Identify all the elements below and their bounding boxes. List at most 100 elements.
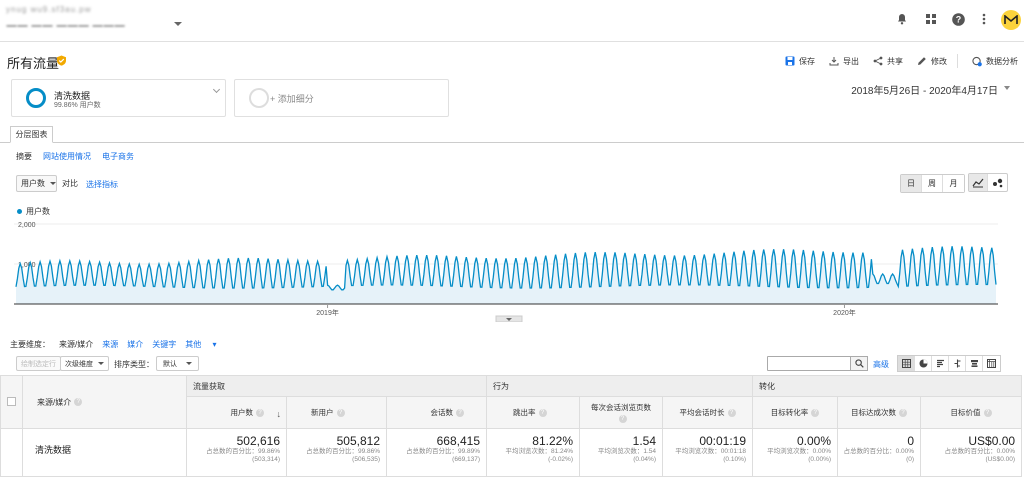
col-goal-conversion-rate[interactable]: 目标转化率? <box>752 396 839 429</box>
group-behavior: 行为 <box>485 375 754 397</box>
subtab-summary[interactable]: 摘要 <box>16 152 32 161</box>
group-conversion: 转化 <box>752 375 1023 397</box>
table-group-header-row: 来源/媒介? 流量获取 行为 转化 <box>0 375 1023 429</box>
pivot-view-icon[interactable] <box>983 356 1000 371</box>
dimension-medium[interactable]: 媒介 <box>127 340 144 349</box>
metric-selector[interactable]: 用户数 <box>16 175 57 192</box>
granularity-month-button[interactable]: 月 <box>943 175 964 192</box>
dimension-column-header[interactable]: 来源/媒介? <box>22 375 187 429</box>
edit-label: 修改 <box>931 56 947 66</box>
help-icon[interactable]: ? <box>951 12 965 26</box>
col-avg-session-duration[interactable]: 平均会话时长? <box>661 396 754 429</box>
users-chart-svg: 2,000 1,000 2019年 2020年 <box>14 222 998 323</box>
dimension-source[interactable]: 来源 <box>102 340 119 349</box>
col-bounce-rate[interactable]: 跳出率? <box>486 396 580 429</box>
total-row-label: 清洗数据 <box>22 428 187 477</box>
advanced-filter-link[interactable]: 高级 <box>873 360 889 369</box>
segment-dropdown-chevron-icon[interactable] <box>212 85 221 94</box>
apps-grid-icon[interactable] <box>924 12 938 26</box>
table-view-icon[interactable] <box>898 356 915 371</box>
share-icon <box>873 56 883 66</box>
segment-card-primary[interactable]: 清洗数据 99.86% 用户数 <box>11 79 226 117</box>
report-actions: 保存 导出 共享 修改 数据分析 <box>771 54 1018 68</box>
help-icon: ? <box>336 409 345 418</box>
sort-type-label: 排序类型： <box>114 360 154 369</box>
help-icon: ? <box>983 409 992 418</box>
select-metric-link[interactable]: 选择指标 <box>86 180 118 189</box>
total-goal-completions-pct: 占总数的百分比：0.00% <box>843 448 915 455</box>
sort-type-value: 默认 <box>163 360 177 368</box>
users-chart[interactable]: 2,000 1,000 2019年 2020年 <box>14 218 998 323</box>
x-tick-label: 2019年 <box>316 308 339 317</box>
total-row-spacer <box>0 428 23 477</box>
compare-label: 对比 <box>62 179 78 188</box>
total-pages-per-session-avg: 平均浏览次数：1.54 <box>597 448 656 455</box>
date-range-picker[interactable]: 2018年5月26日 - 2020年4月17日 <box>851 86 998 97</box>
subtab-ecommerce[interactable]: 电子商务 <box>102 152 134 161</box>
col-users[interactable]: 用户数? ↓ <box>186 396 287 429</box>
col-new-users[interactable]: 新用户? <box>286 396 387 429</box>
total-sessions-value: 668,415 <box>436 434 480 448</box>
total-sessions-pct: 占总数的百分比：99.89% <box>405 448 480 455</box>
granularity-day-button[interactable]: 日 <box>901 175 922 192</box>
granularity-week-button[interactable]: 周 <box>922 175 943 192</box>
table-search-input[interactable] <box>767 356 851 371</box>
select-all-checkbox[interactable] <box>7 396 16 406</box>
edit-button[interactable]: 修改 <box>917 56 947 67</box>
share-button[interactable]: 共享 <box>873 56 903 67</box>
bell-icon[interactable] <box>895 12 909 26</box>
table-view-toggle <box>897 355 1001 372</box>
total-users: 502,616 占总数的百分比：99.86% (503,314) <box>186 428 287 477</box>
total-users-value: 502,616 <box>236 434 280 448</box>
segment-percentage: 99.86% 用户数 <box>54 102 101 109</box>
total-goal-value-pct: 占总数的百分比：0.00% <box>944 448 1016 455</box>
total-avg-session-duration-avg: 平均浏览次数：00:01:18 <box>675 448 747 455</box>
secondary-dimension-dropdown[interactable]: 次级维度 <box>60 356 109 371</box>
comparison-view-icon[interactable] <box>949 356 966 371</box>
search-button[interactable] <box>850 356 868 371</box>
total-users-base: (503,314) <box>252 456 280 463</box>
avatar[interactable] <box>1001 10 1021 30</box>
insights-label: 数据分析 <box>986 56 1018 66</box>
col-sessions[interactable]: 会话数? <box>386 396 487 429</box>
tab-explorer[interactable]: 分层图表 <box>10 126 53 143</box>
add-segment-card[interactable]: + 添加细分 <box>234 79 449 117</box>
total-goal-completions-base: (0) <box>906 456 915 463</box>
export-button[interactable]: 导出 <box>829 56 859 67</box>
group-acquisition: 流量获取 <box>186 375 487 397</box>
account-path[interactable]: ynug wu9.sf3au.pw <box>6 5 92 14</box>
term-cloud-view-icon[interactable] <box>966 356 983 371</box>
col-goal-value[interactable]: 目标价值? <box>920 396 1023 429</box>
search-icon <box>854 359 864 368</box>
performance-view-icon[interactable] <box>932 356 949 371</box>
empty-segment-ring-icon <box>249 88 269 108</box>
view-selector-caret-icon[interactable] <box>174 22 182 26</box>
x-tick-label: 2020年 <box>833 308 856 317</box>
view-selector[interactable]: 一一 一一 一一一 一一一 <box>6 21 126 33</box>
subtab-site-usage[interactable]: 网站使用情况 <box>43 152 91 161</box>
col-new-users-label: 新用户 <box>311 408 334 417</box>
dimension-other[interactable]: 其他 ▾ <box>185 340 217 349</box>
more-vert-icon[interactable] <box>977 12 991 26</box>
secondary-dimension-caret-icon <box>98 362 104 365</box>
dimension-source-medium[interactable]: 来源/媒介 <box>59 340 94 349</box>
insights-icon <box>972 56 982 67</box>
total-new-users-pct: 占总数的百分比：99.86% <box>305 448 380 455</box>
chart-type-toggle <box>968 173 1008 192</box>
sort-type-dropdown[interactable]: 默认 <box>156 356 199 371</box>
total-goal-completions-value: 0 <box>907 434 915 448</box>
verified-shield-icon <box>56 55 67 66</box>
total-goal-conversion-rate: 0.00% 平均浏览次数：0.00% (0.00%) <box>752 428 839 477</box>
y-tick-label: 1,000 <box>18 262 36 269</box>
insights-button[interactable]: 数据分析 <box>972 56 1018 67</box>
pie-view-icon[interactable] <box>915 356 932 371</box>
dimension-keyword[interactable]: 关键字 <box>152 340 177 349</box>
col-goal-completions[interactable]: 目标达成次数? <box>837 396 922 429</box>
date-range-caret-icon[interactable] <box>1004 86 1010 90</box>
plot-rows-button[interactable]: 绘制选定行 <box>16 356 61 371</box>
save-button[interactable]: 保存 <box>785 56 815 67</box>
col-pages-per-session[interactable]: 每次会话浏览页数? <box>579 396 663 429</box>
line-chart-icon[interactable] <box>969 174 988 191</box>
motion-chart-icon[interactable] <box>988 174 1007 191</box>
total-new-users-value: 505,812 <box>336 434 380 448</box>
